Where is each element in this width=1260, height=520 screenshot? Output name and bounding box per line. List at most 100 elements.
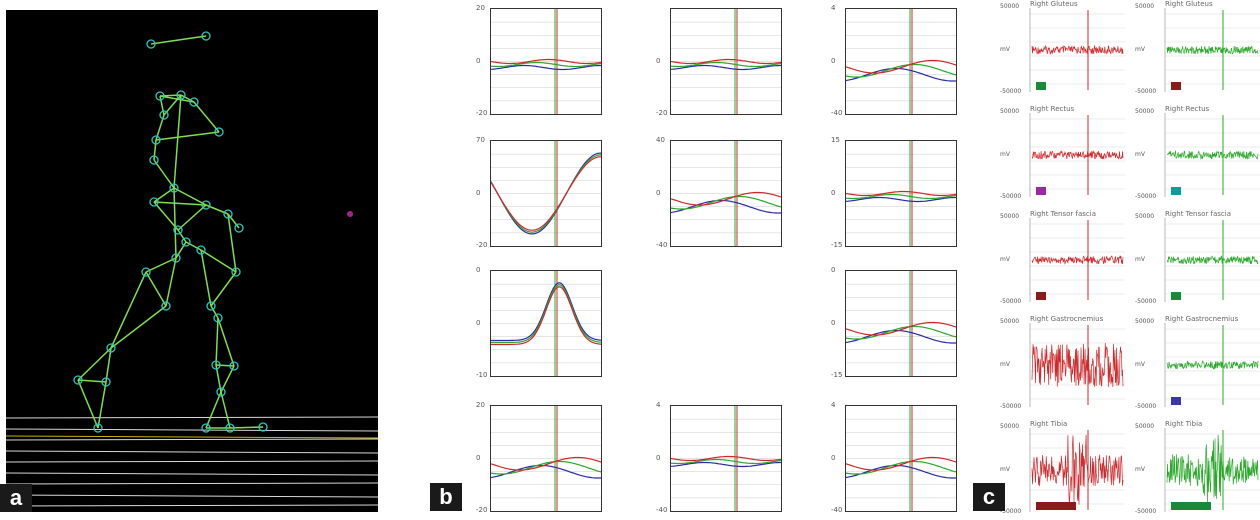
emg-channel: Right Tensor fascia 50000 mV -50000 xyxy=(1135,210,1260,310)
angle-curve xyxy=(491,464,601,479)
skeleton-bone xyxy=(150,35,207,45)
y-tick-label: 0 xyxy=(656,56,661,65)
activation-marker xyxy=(1036,292,1046,300)
skeleton-bone xyxy=(220,391,231,429)
skeleton-bone xyxy=(177,204,207,231)
mocap-viewport[interactable] xyxy=(6,10,378,512)
floor-grid-line xyxy=(6,494,378,498)
activation-marker xyxy=(1171,502,1211,510)
skeleton-bone xyxy=(77,379,107,383)
activation-marker xyxy=(1036,502,1076,510)
skeleton-bone xyxy=(193,101,220,133)
angle-curve xyxy=(846,460,956,475)
emg-channel-title: Right Rectus xyxy=(1165,105,1210,113)
emg-axis-label: 50000 xyxy=(1135,423,1155,430)
emg-axis-label: 50000 xyxy=(1135,318,1155,325)
emg-signal xyxy=(1031,254,1124,265)
skeleton-bone xyxy=(185,241,202,251)
emg-channel: Right Tibia 50000 mV -50000 xyxy=(1135,420,1260,520)
emg-axis-label: mV xyxy=(1135,466,1145,473)
emg-axis-label: 50000 xyxy=(1135,213,1155,220)
joint-marker xyxy=(141,267,151,277)
y-tick-label: 15 xyxy=(831,136,840,144)
joint-marker xyxy=(73,375,83,385)
joint-marker xyxy=(216,387,226,397)
joint-marker xyxy=(231,267,241,277)
emg-signal xyxy=(1031,150,1124,160)
skeleton-bone xyxy=(159,95,165,116)
y-tick-label: -40 xyxy=(656,506,668,514)
joint-marker xyxy=(93,423,103,433)
joint-marker xyxy=(161,301,171,311)
emg-signal xyxy=(1031,434,1124,506)
skeleton-bone xyxy=(175,241,187,259)
y-tick-label: 4 xyxy=(831,401,836,409)
emg-channel-title: Right Gastrocnemius xyxy=(1030,315,1104,323)
joint-marker xyxy=(173,225,183,235)
skeleton-bone xyxy=(105,347,112,383)
skeleton-bone xyxy=(155,131,220,141)
y-tick-label: -15 xyxy=(831,241,843,249)
emg-signal xyxy=(1166,434,1259,503)
panel-label-c: c xyxy=(973,483,1005,511)
reference-marker xyxy=(347,211,353,217)
activation-marker xyxy=(1171,397,1181,405)
y-tick-label: 0 xyxy=(831,318,836,327)
y-tick-label: -40 xyxy=(831,506,843,514)
joint-marker xyxy=(206,301,216,311)
joint-marker xyxy=(106,343,116,353)
emg-channel: Right Tibia 50000 mV -50000 xyxy=(1000,420,1125,520)
y-tick-label: -20 xyxy=(476,109,488,117)
y-tick-label: 4 xyxy=(656,401,661,409)
emg-channel-title: Right Tensor fascia xyxy=(1165,210,1232,218)
skeleton-bone xyxy=(153,201,207,206)
angle-curve xyxy=(491,58,601,65)
emg-axis-label: 50000 xyxy=(1000,318,1020,325)
y-tick-label: 0 xyxy=(476,318,481,327)
joint-marker xyxy=(159,110,169,120)
skeleton-bone xyxy=(145,271,167,307)
y-tick-label: -20 xyxy=(476,506,488,514)
y-tick-label: -10 xyxy=(476,371,488,379)
emg-axis-label: -50000 xyxy=(1135,508,1157,515)
skeleton-bone xyxy=(110,271,147,349)
y-tick-label: -20 xyxy=(656,109,668,117)
joint-marker xyxy=(171,253,181,263)
angle-curve xyxy=(671,195,781,210)
emg-axis-label: -50000 xyxy=(1000,403,1022,410)
skeleton-bone xyxy=(200,249,237,273)
emg-traces: Right Gluteus 50000 mV -50000 Right Rectus 50… xyxy=(1000,0,1260,520)
emg-axis-label: 50000 xyxy=(1000,3,1020,10)
joint-angle-plot xyxy=(490,8,602,115)
skeleton-bone xyxy=(110,305,167,349)
emg-axis-label: -50000 xyxy=(1000,193,1022,200)
joint-marker xyxy=(213,313,223,323)
emg-channel-title: Right Tibia xyxy=(1165,420,1203,428)
skeleton-bone xyxy=(210,305,219,319)
emg-axis-label: -50000 xyxy=(1135,193,1157,200)
skeleton-bone xyxy=(180,94,195,103)
y-tick-label: 0 xyxy=(831,453,836,462)
joint-marker xyxy=(155,91,165,101)
angle-curve xyxy=(491,156,601,231)
angle-curve xyxy=(846,325,956,340)
angle-curve xyxy=(491,460,601,475)
angle-curve xyxy=(671,461,781,468)
angle-curve xyxy=(671,64,781,71)
floor-axis-line xyxy=(6,435,378,439)
activation-marker xyxy=(1036,82,1046,90)
joint-marker xyxy=(229,361,239,371)
angle-curve xyxy=(846,63,956,78)
emg-channel: Right Gastrocnemius 50000 mV -50000 xyxy=(1135,315,1260,415)
emg-channel: Right Rectus 50000 mV -50000 xyxy=(1000,105,1125,205)
skeleton-bone xyxy=(153,139,157,161)
emg-signal xyxy=(1031,44,1124,56)
y-tick-label: 0 xyxy=(476,453,481,462)
emg-axis-label: mV xyxy=(1000,361,1010,368)
skeleton-bone xyxy=(215,317,219,366)
skeleton-bone xyxy=(210,271,237,307)
panel-label-b: b xyxy=(430,483,462,511)
floor-grid-line xyxy=(6,450,378,454)
skeleton-bone xyxy=(159,95,195,103)
emg-axis-label: mV xyxy=(1000,46,1010,53)
